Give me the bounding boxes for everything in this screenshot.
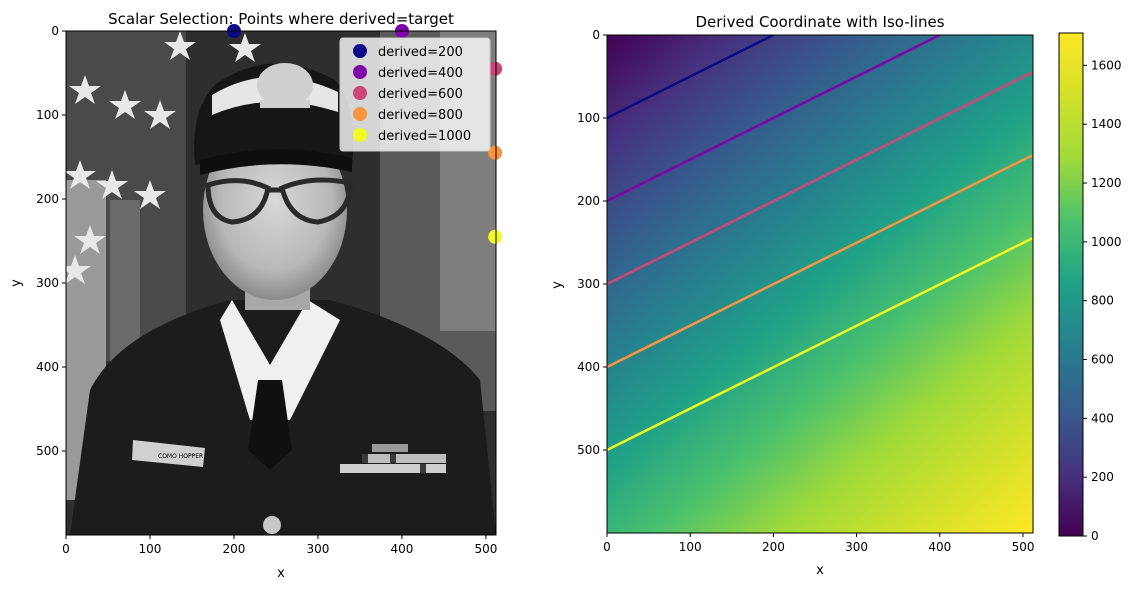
y-tick-label: 300 <box>577 277 600 291</box>
x-tick-label: 400 <box>928 540 951 554</box>
legend-label: derived=1000 <box>378 129 471 144</box>
scatter-point <box>488 229 503 244</box>
x-tick-label: 300 <box>307 542 330 556</box>
x-tick-label: 200 <box>223 542 246 556</box>
y-tick-label: 200 <box>577 194 600 208</box>
left-y-axis: 0 100 200 300 400 500 <box>36 24 66 458</box>
right-y-axis: 0 100 200 300 400 500 <box>577 28 607 457</box>
left-x-axis: 0 100 200 300 400 500 <box>62 535 497 556</box>
x-tick-label: 500 <box>474 542 497 556</box>
x-tick-label: 300 <box>845 540 868 554</box>
y-tick-label: 500 <box>36 444 59 458</box>
y-tick-label: 0 <box>592 28 600 42</box>
y-tick-label: 400 <box>577 360 600 374</box>
legend-marker <box>353 128 367 142</box>
ribbon-bars <box>340 444 446 473</box>
left-x-axis-label: x <box>277 566 285 581</box>
isoline <box>607 154 1033 369</box>
right-x-axis-label: x <box>816 563 824 578</box>
colorbar-tick-label: 1200 <box>1091 176 1122 190</box>
isoline <box>607 35 774 120</box>
derived-heatmap <box>607 35 1033 533</box>
isoline <box>607 35 941 203</box>
y-tick-label: 200 <box>36 192 59 206</box>
colorbar-tick-label: 800 <box>1091 294 1114 308</box>
right-y-axis-label: y <box>550 281 565 289</box>
legend-marker <box>353 107 367 121</box>
x-tick-label: 500 <box>1012 540 1035 554</box>
left-chart-title: Scalar Selection: Points where derived=t… <box>108 10 454 28</box>
left-y-axis-label: y <box>9 279 24 287</box>
scatter-point <box>488 145 503 160</box>
legend-box <box>339 37 491 152</box>
isoline <box>607 71 1033 286</box>
legend-marker <box>353 65 367 79</box>
colorbar <box>1058 32 1084 537</box>
flag-stars <box>66 31 261 284</box>
y-tick-label: 100 <box>36 108 59 122</box>
right-chart-title: Derived Coordinate with Iso-lines <box>695 13 944 31</box>
y-tick-label: 500 <box>577 443 600 457</box>
colorbar-tick-label: 1600 <box>1091 58 1122 72</box>
legend-marker <box>353 44 367 58</box>
x-tick-label: 0 <box>62 542 70 556</box>
legend-label: derived=600 <box>378 87 463 102</box>
y-tick-label: 100 <box>577 111 600 125</box>
x-tick-label: 400 <box>390 542 413 556</box>
svg-text:COMO HOPPER: COMO HOPPER <box>158 453 203 460</box>
x-tick-label: 0 <box>603 540 611 554</box>
x-tick-label: 100 <box>679 540 702 554</box>
colorbar-axis: 0 200 400 600 800 1000 1200 1400 1600 <box>1083 58 1122 543</box>
legend-label: derived=200 <box>378 45 463 60</box>
y-tick-label: 0 <box>51 24 59 38</box>
x-tick-label: 200 <box>762 540 785 554</box>
x-tick-label: 100 <box>139 542 162 556</box>
right-x-axis: 0 100 200 300 400 500 <box>603 533 1034 554</box>
left-chart: Scalar Selection: Points where derived=t… <box>9 10 503 581</box>
colorbar-tick-label: 0 <box>1091 529 1099 543</box>
y-tick-label: 400 <box>36 360 59 374</box>
legend-label: derived=400 <box>378 66 463 81</box>
colorbar-tick-label: 200 <box>1091 470 1114 484</box>
legend-marker <box>353 86 367 100</box>
right-chart: Derived Coordinate with Iso-lines 0 100 20… <box>550 13 1122 578</box>
legend: derived=200 derived=400 derived=600 derived… <box>339 37 491 152</box>
colorbar-tick-label: 400 <box>1091 411 1114 425</box>
scatter-points <box>226 24 503 244</box>
scatter-point <box>488 61 503 76</box>
colorbar-tick-label: 600 <box>1091 353 1114 367</box>
y-tick-label: 300 <box>36 276 59 290</box>
colorbar-tick-label: 1000 <box>1091 235 1122 249</box>
isolines <box>607 35 1033 452</box>
legend-label: derived=800 <box>378 108 463 123</box>
colorbar-tick-label: 1400 <box>1091 117 1122 131</box>
isoline <box>607 237 1033 452</box>
